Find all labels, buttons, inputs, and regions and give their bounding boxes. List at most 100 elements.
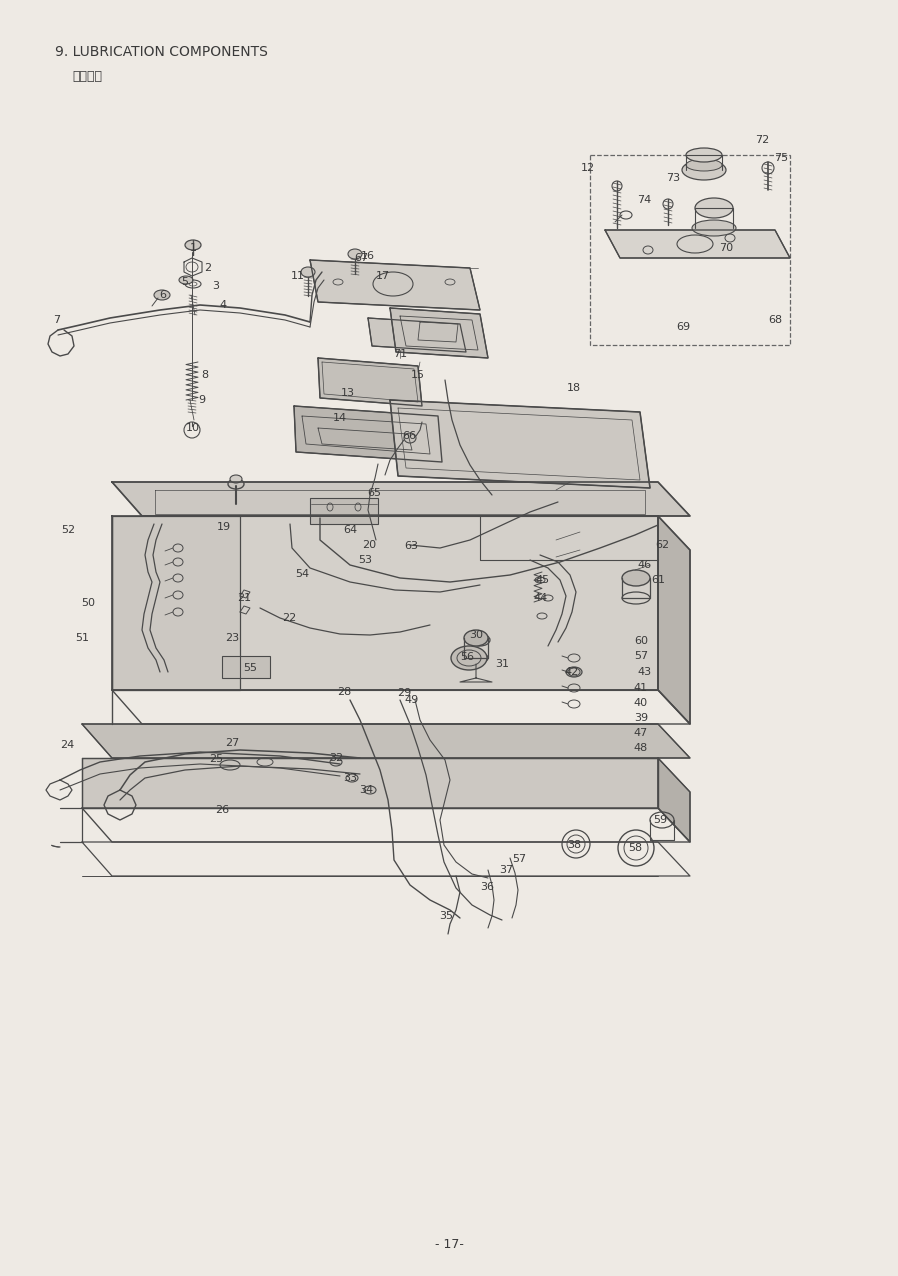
Text: 24: 24 xyxy=(60,740,75,750)
Text: 74: 74 xyxy=(637,195,651,205)
Text: 3: 3 xyxy=(213,281,219,291)
Ellipse shape xyxy=(686,160,722,171)
Text: 36: 36 xyxy=(480,882,494,892)
Text: 19: 19 xyxy=(217,522,231,532)
Text: 26: 26 xyxy=(215,805,229,815)
Text: 56: 56 xyxy=(460,652,474,662)
Ellipse shape xyxy=(470,634,490,646)
Text: 66: 66 xyxy=(402,431,416,441)
Text: 62: 62 xyxy=(655,540,669,550)
Ellipse shape xyxy=(404,433,416,443)
Ellipse shape xyxy=(364,786,376,794)
Text: 68: 68 xyxy=(768,315,782,325)
Polygon shape xyxy=(658,516,690,723)
Text: 6: 6 xyxy=(160,290,166,300)
Text: 28: 28 xyxy=(337,686,351,697)
Polygon shape xyxy=(310,260,480,310)
Text: 41: 41 xyxy=(634,683,648,693)
Polygon shape xyxy=(658,758,690,842)
Text: 64: 64 xyxy=(343,524,357,535)
Text: 58: 58 xyxy=(628,843,642,852)
Text: 1: 1 xyxy=(189,242,197,253)
Text: 54: 54 xyxy=(295,569,309,579)
Text: 14: 14 xyxy=(333,413,347,424)
Polygon shape xyxy=(82,723,690,758)
Text: 69: 69 xyxy=(676,322,690,332)
Text: 30: 30 xyxy=(469,630,483,641)
Text: 39: 39 xyxy=(634,713,648,723)
Text: 33: 33 xyxy=(343,773,357,783)
Polygon shape xyxy=(112,482,690,516)
Text: 42: 42 xyxy=(565,667,579,678)
Text: 75: 75 xyxy=(774,153,788,163)
Ellipse shape xyxy=(154,290,170,300)
Text: 53: 53 xyxy=(358,555,372,565)
Text: 45: 45 xyxy=(536,575,550,584)
Polygon shape xyxy=(605,230,790,258)
Polygon shape xyxy=(318,359,422,406)
Text: 10: 10 xyxy=(186,424,200,433)
Text: 9. LUBRICATION COMPONENTS: 9. LUBRICATION COMPONENTS xyxy=(55,45,268,59)
Text: 20: 20 xyxy=(362,540,376,550)
Text: 17: 17 xyxy=(376,271,390,281)
Text: 37: 37 xyxy=(499,865,513,875)
Text: 73: 73 xyxy=(666,174,680,182)
Text: 4: 4 xyxy=(219,300,226,310)
Ellipse shape xyxy=(622,570,650,586)
Polygon shape xyxy=(390,308,488,359)
Text: 25: 25 xyxy=(209,754,223,764)
Ellipse shape xyxy=(230,475,242,484)
Ellipse shape xyxy=(301,267,315,277)
Text: 21: 21 xyxy=(237,593,251,604)
Text: 5: 5 xyxy=(181,277,189,287)
Text: 9: 9 xyxy=(198,396,206,404)
Ellipse shape xyxy=(686,148,722,162)
Polygon shape xyxy=(112,516,240,690)
Text: 23: 23 xyxy=(224,633,239,643)
Text: 72: 72 xyxy=(755,135,769,145)
Text: 50: 50 xyxy=(81,598,95,607)
Text: 43: 43 xyxy=(638,667,652,678)
Ellipse shape xyxy=(451,646,487,670)
Polygon shape xyxy=(82,758,658,808)
Text: 47: 47 xyxy=(634,729,648,738)
Text: 57: 57 xyxy=(512,854,526,864)
Ellipse shape xyxy=(464,630,488,646)
Text: 67: 67 xyxy=(354,253,368,263)
Text: 34: 34 xyxy=(359,785,373,795)
Polygon shape xyxy=(390,399,650,487)
Text: 8: 8 xyxy=(201,370,208,380)
Text: 63: 63 xyxy=(404,541,418,551)
Text: 38: 38 xyxy=(567,840,581,850)
Ellipse shape xyxy=(185,240,201,250)
Text: 32: 32 xyxy=(329,753,343,763)
Ellipse shape xyxy=(348,249,362,259)
Text: 29: 29 xyxy=(397,688,411,698)
Text: 27: 27 xyxy=(224,738,239,748)
Text: 51: 51 xyxy=(75,633,89,643)
Text: 49: 49 xyxy=(405,695,419,706)
Text: 61: 61 xyxy=(651,575,665,584)
Text: 22: 22 xyxy=(282,612,296,623)
Ellipse shape xyxy=(692,219,736,236)
Text: 13: 13 xyxy=(341,388,355,398)
Ellipse shape xyxy=(330,758,342,766)
Text: 2: 2 xyxy=(205,263,212,273)
Text: 60: 60 xyxy=(634,635,648,646)
Text: 48: 48 xyxy=(634,743,648,753)
Text: 44: 44 xyxy=(534,593,548,604)
Text: 15: 15 xyxy=(411,370,425,380)
Text: 57: 57 xyxy=(634,651,648,661)
Text: 59: 59 xyxy=(653,815,667,826)
Text: 11: 11 xyxy=(291,271,305,281)
Text: 16: 16 xyxy=(361,251,375,262)
Text: 65: 65 xyxy=(367,487,381,498)
Polygon shape xyxy=(368,318,466,352)
Ellipse shape xyxy=(179,276,193,285)
Bar xyxy=(590,154,790,345)
Ellipse shape xyxy=(228,478,244,489)
Polygon shape xyxy=(112,516,658,690)
Text: - 17-: - 17- xyxy=(435,1239,463,1252)
Text: 7: 7 xyxy=(54,315,60,325)
Text: 18: 18 xyxy=(567,383,581,393)
